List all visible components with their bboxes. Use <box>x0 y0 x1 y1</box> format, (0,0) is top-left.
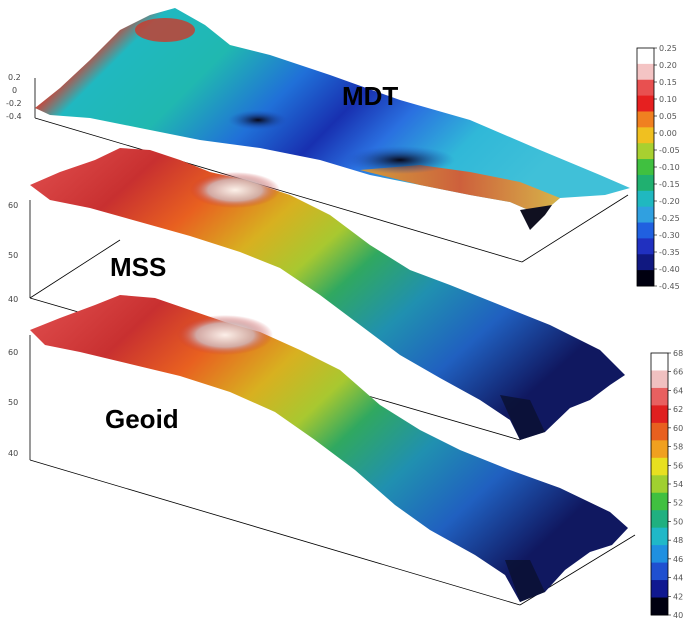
colorbar_mdt-label: -0.25 <box>659 214 680 223</box>
mdt-tick-1: 0 <box>12 86 17 95</box>
colorbar_height-swatch <box>651 597 668 616</box>
colorbar_height-swatch <box>651 580 668 599</box>
mdt-surface-group: 0.2 0 -0.2 -0.4 MDT <box>6 8 630 263</box>
colorbar_mdt-label: 0.10 <box>659 95 677 104</box>
colorbar_mdt-swatch <box>637 190 654 208</box>
colorbar_height-label: 42 <box>673 592 683 601</box>
colorbar_height-swatch <box>651 510 668 529</box>
geoid-left-axis: 60 50 40 <box>8 348 18 458</box>
colorbar_height-swatch <box>651 422 668 441</box>
mss-dark-end <box>500 395 545 440</box>
mdt-dark-spot-1 <box>228 110 288 130</box>
colorbar_mdt-label: -0.35 <box>659 248 680 257</box>
colorbar_height-swatch <box>651 562 668 581</box>
mdt-tick-0: 0.2 <box>8 73 21 82</box>
colorbar_height-label: 58 <box>673 443 683 452</box>
mdt-red-ridge <box>135 18 195 42</box>
colorbar_mdt-swatch <box>637 159 654 176</box>
colorbar_mdt-swatch <box>637 95 654 112</box>
geoid-surface-group: 60 50 40 Geoid <box>8 295 636 606</box>
geoid-surface <box>30 295 628 602</box>
colorbar-mdt: 0.25 0.20 0.15 0.10 0.05 0.00 -0.05 -0.10 -0.15 -… <box>636 44 680 291</box>
colorbar_height-swatch <box>651 387 668 406</box>
mss-tick-0: 60 <box>8 201 18 210</box>
geoid-tick-2: 40 <box>8 449 18 458</box>
colorbar_height-swatch <box>651 353 668 371</box>
colorbar_mdt-label: -0.10 <box>659 163 680 172</box>
colorbar_mdt-label: -0.20 <box>659 197 680 206</box>
colorbar_height-label: 46 <box>673 555 683 564</box>
colorbar_height-swatch <box>651 475 668 494</box>
colorbar_mdt-swatch <box>637 48 654 65</box>
colorbar_height-swatch <box>651 527 668 546</box>
colorbar_height-swatch <box>651 405 668 424</box>
mdt-tick-2: -0.2 <box>6 99 22 108</box>
mdt-dark-edge <box>520 205 552 230</box>
mss-tick-2: 40 <box>8 295 18 304</box>
colorbar_mdt-label: 0.00 <box>659 129 677 138</box>
colorbar_mdt-label: -0.05 <box>659 146 680 155</box>
colorbar_mdt-swatch <box>637 270 654 287</box>
colorbar_mdt-swatch <box>637 127 654 144</box>
colorbar_mdt-swatch <box>637 174 654 192</box>
geoid-tick-0: 60 <box>8 348 18 357</box>
colorbar_height-label: 68 <box>673 349 683 358</box>
colorbar_mdt-swatch <box>637 63 654 81</box>
colorbar_height-label: 52 <box>673 499 683 508</box>
colorbar_height-swatch <box>651 457 668 476</box>
colorbar_height-label: 56 <box>673 461 683 470</box>
mdt-left-axis: 0.2 0 -0.2 -0.4 <box>6 73 22 121</box>
colorbar_mdt-swatch <box>637 222 654 239</box>
colorbar_mdt-label: -0.40 <box>659 265 680 274</box>
mss-surface <box>30 148 625 440</box>
colorbar_mdt-label: -0.15 <box>659 180 680 189</box>
colorbar_height-label: 62 <box>673 405 683 414</box>
colorbar_height-swatch <box>651 440 668 459</box>
colorbar_mdt-label: 0.20 <box>659 61 677 70</box>
colorbar_mdt-swatch <box>637 206 654 224</box>
colorbar_height-label: 60 <box>673 424 683 433</box>
mss-peak <box>190 172 280 208</box>
colorbar_height-label: 48 <box>673 536 683 545</box>
colorbar_mdt-swatch <box>637 238 654 255</box>
colorbar_mdt-swatch <box>637 254 654 271</box>
colorbar_mdt-label: -0.30 <box>659 231 680 240</box>
colorbar_mdt-label: 0.05 <box>659 112 677 121</box>
geoid-peak <box>177 315 273 355</box>
colorbar_mdt-swatch <box>637 111 654 128</box>
colorbar_height-swatch <box>651 545 668 564</box>
colorbar_mdt-label: 0.25 <box>659 44 677 53</box>
mss-left-axis: 60 50 40 <box>8 201 18 304</box>
colorbar_height-label: 44 <box>673 574 683 583</box>
colorbar_height-swatch <box>651 370 668 389</box>
mss-tick-1: 50 <box>8 251 18 260</box>
colorbar_mdt-label: -0.45 <box>659 282 680 291</box>
colorbar_height-label: 40 <box>673 611 683 620</box>
colorbar_mdt-swatch <box>637 79 654 97</box>
colorbar_mdt-swatch <box>637 143 654 160</box>
mss-label: MSS <box>110 252 166 282</box>
colorbar_mdt-label: 0.15 <box>659 78 677 87</box>
geoid-label: Geoid <box>105 404 179 434</box>
colorbar_height-swatch <box>651 492 668 511</box>
mdt-tick-3: -0.4 <box>6 112 22 121</box>
colorbar_height-label: 66 <box>673 368 683 377</box>
colorbar-height: 68 66 64 62 60 58 56 54 52 50 48 46 44 42 40 <box>650 349 683 620</box>
colorbar_height-label: 64 <box>673 386 683 395</box>
mdt-dark-spot-2 <box>345 146 455 174</box>
colorbar_height-label: 50 <box>673 517 683 526</box>
geoid-tick-1: 50 <box>8 398 18 407</box>
mdt-surface <box>35 8 630 215</box>
colorbar_height-label: 54 <box>673 480 683 489</box>
mdt-label: MDT <box>342 81 398 111</box>
mdt-surface-front <box>360 165 560 215</box>
geoid-dark-end <box>505 560 545 602</box>
